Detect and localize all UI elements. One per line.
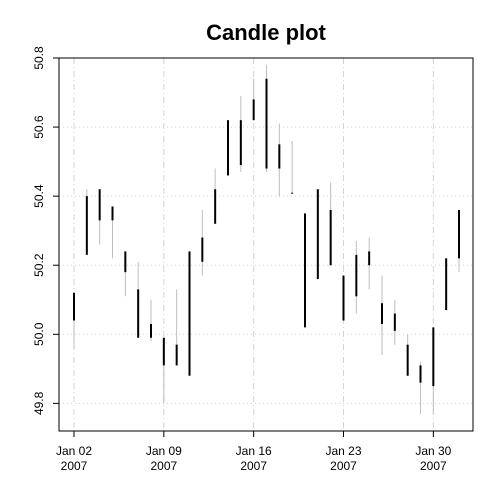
candle-body [445,258,448,311]
candle-body [137,289,140,338]
x-tick-label: Jan 02 [56,444,92,458]
y-tick-label: 50.2 [32,253,46,277]
candle-body [124,251,127,273]
x-tick-label: Jan 30 [415,444,451,458]
candle-body [111,206,114,221]
x-tick-label: Jan 09 [146,444,182,458]
candle-body [278,144,281,169]
candle-body [393,313,396,331]
candle-body [342,275,345,321]
candle-body [150,323,152,338]
candle-body [188,251,191,376]
grid-lines [59,57,473,431]
candle-body [329,209,332,266]
x-tick-year-label: 2007 [150,459,177,473]
chart-title: Candle plot [206,20,326,45]
x-tick-label: Jan 23 [325,444,361,458]
candle-body [252,99,255,121]
candle-body [316,189,319,280]
candle-body [406,344,409,376]
candle-body [291,192,294,194]
x-tick-year-label: 2007 [420,459,447,473]
candle-body [201,237,204,262]
candles [73,64,460,414]
candle-body [214,189,217,224]
candle-body [381,303,383,324]
candle-body [432,327,435,387]
y-tick-label: 50.0 [32,322,46,346]
candle-body [304,213,306,328]
y-tick-label: 50.4 [32,184,46,208]
candle-body [162,337,165,366]
candle-body [73,292,75,321]
y-tick-label: 50.6 [32,115,46,139]
candle-body [239,120,242,166]
candle-body [368,251,371,266]
candle-body [175,344,178,366]
y-tick-label: 49.8 [32,391,46,415]
y-tick-label: 50.8 [32,46,46,70]
candle-body [355,254,358,297]
x-tick-label: Jan 16 [236,444,272,458]
candle-body [265,78,268,169]
plot-frame [58,57,474,432]
candle-body [419,365,422,383]
candle-body [85,196,88,255]
candle-body [458,209,460,259]
x-tick-year-label: 2007 [240,459,267,473]
candle-body [227,120,229,176]
x-tick-year-label: 2007 [330,459,357,473]
candle-body [98,189,101,221]
x-tick-year-label: 2007 [61,459,88,473]
